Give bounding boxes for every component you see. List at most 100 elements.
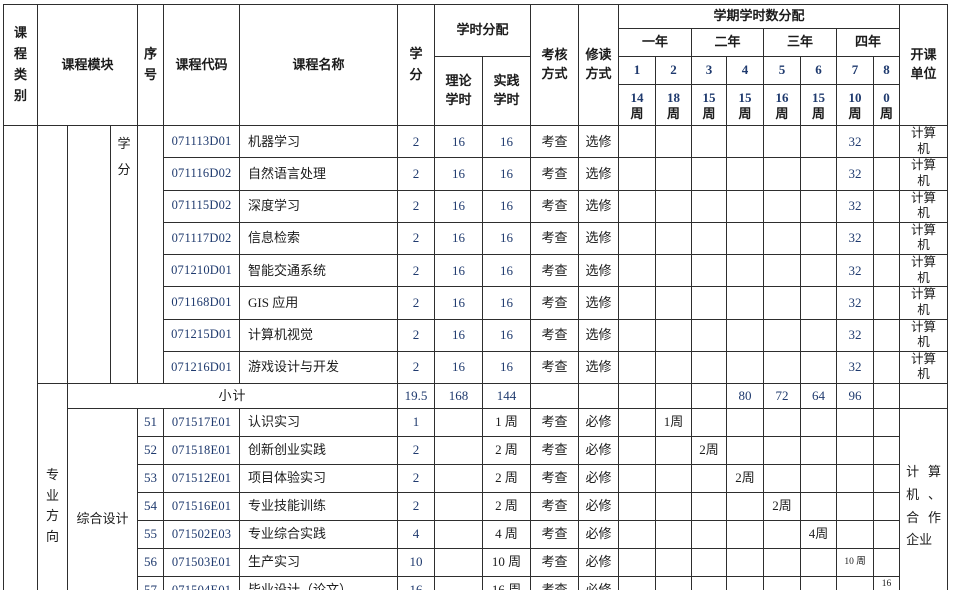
credits-cell: 1 (397, 408, 436, 437)
sem7-cell: 32 (836, 318, 875, 352)
subtotal-upper-label: 小计 (66, 383, 399, 409)
header-year-1: 一年 (618, 28, 693, 57)
header-practice-hours-label: 实践学时 (493, 73, 520, 107)
study-mode-cell: 选修 (578, 286, 620, 320)
sem8-cell (873, 124, 901, 159)
theory-hours-cell: 16 (434, 253, 484, 288)
header-course-name: 课程名称 (239, 4, 399, 126)
header-sem-7: 7 (836, 56, 875, 85)
practice-hours-cell: 2 周 (482, 436, 532, 465)
study-mode-cell: 必修 (578, 464, 620, 493)
credits-cell: 2 (397, 157, 436, 191)
offering-unit-cell: 计算机 (899, 286, 949, 320)
course-code-cell: 071210D01 (163, 253, 241, 288)
category-lower-cell: 专业方向 (37, 382, 68, 590)
course-code-cell: 071216D01 (163, 350, 241, 385)
header-sem-4: 4 (726, 56, 765, 85)
header-credits-label: 学分 (409, 46, 423, 82)
header-hours-group: 学时分配 (434, 4, 532, 57)
assessment-cell: 考查 (530, 286, 580, 320)
credits-cell: 16 (397, 576, 436, 590)
practice-hours-cell: 16 (482, 318, 532, 352)
sem3-cell (691, 124, 728, 159)
practicum-row: 53 071512E01 项目体验实习 2 2 周 考查 必修 2周 (4, 464, 948, 493)
course-code-cell: 071115D02 (163, 189, 241, 223)
subtotal-upper-row: 专业方向 小计 19.5 168 144 80 72 64 96 (4, 382, 949, 590)
offering-unit-cell: 计算机 (899, 124, 949, 159)
credits-cell: 2 (397, 436, 436, 465)
header-weeks-4: 15 周 (726, 84, 765, 126)
header-theory-hours: 理论学时 (434, 56, 484, 126)
header-offering-unit: 开课单位 (899, 4, 949, 126)
sem7-cell: 32 (836, 189, 875, 223)
course-code-cell: 071113D01 (163, 124, 241, 159)
study-mode-cell: 必修 (578, 520, 620, 549)
sem7-cell: 32 (836, 221, 875, 256)
course-row: 学分 071113D01 机器学习 2 16 16 考查 选修 32 计算机 (3, 124, 949, 590)
practice-hours-cell: 16 (482, 253, 532, 288)
course-name-cell: 智能交通系统 (239, 253, 399, 288)
offering-unit-cell: 计算机 (899, 221, 949, 256)
header-weeks-7: 10 周 (836, 84, 875, 126)
seq-cell: 55 (137, 520, 165, 549)
sem7-cell: 10 周 (836, 548, 875, 577)
study-mode-cell: 选修 (578, 318, 620, 352)
subtotal-sem7: 96 (836, 383, 875, 409)
study-mode-cell: 必修 (578, 548, 620, 577)
header-course-module: 课程模块 (36, 4, 139, 126)
study-mode-cell: 必修 (578, 576, 620, 590)
course-name-cell: 计算机视觉 (239, 318, 399, 352)
practice-hours-cell: 4 周 (482, 520, 532, 549)
study-mode-cell: 选修 (578, 157, 620, 191)
credits-cell: 2 (397, 124, 436, 159)
theory-hours-cell: 16 (434, 350, 484, 385)
assessment-cell: 考查 (530, 318, 580, 352)
course-name-cell: 机器学习 (239, 124, 399, 159)
assessment-cell: 考查 (530, 189, 580, 223)
credits-cell: 2 (397, 253, 436, 288)
header-practice-hours: 实践学时 (482, 56, 532, 126)
course-name-cell: 生产实习 (239, 548, 399, 577)
theory-hours-cell: 16 (434, 157, 484, 191)
course-row: 071115D02 深度学习 2 16 16 考查 选修 32 计算机 (4, 189, 949, 223)
course-row: 071210D01 智能交通系统 2 16 16 考查 选修 32 计算机 (4, 253, 949, 288)
sem5-cell: 2周 (763, 492, 802, 521)
assessment-cell: 考查 (530, 520, 580, 549)
header-seq: 序号 (137, 4, 165, 126)
theory-hours-cell: 16 (434, 221, 484, 256)
study-mode-cell: 必修 (578, 436, 620, 465)
module-tail-cell: 学分 (109, 125, 139, 384)
practice-hours-cell: 16 (482, 124, 532, 159)
header-sem-3: 3 (691, 56, 728, 85)
seq-cell: 54 (137, 492, 165, 521)
credits-cell: 2 (397, 464, 436, 493)
practice-hours-cell: 1 周 (482, 408, 532, 437)
offering-unit-cell: 计算机 (899, 189, 949, 223)
course-code-cell: 071502E03 (163, 520, 241, 549)
credits-cell: 2 (397, 286, 436, 320)
header-course-category-label: 课程类别 (13, 25, 27, 103)
assessment-cell: 考查 (530, 408, 580, 437)
header-weeks-1: 14 周 (618, 84, 657, 126)
course-name-cell: 项目体验实习 (239, 464, 399, 493)
header-year-3: 三年 (763, 28, 838, 57)
course-name-cell: 认识实习 (239, 408, 399, 437)
practice-hours-cell: 16 (482, 189, 532, 223)
course-code-cell: 071518E01 (163, 436, 241, 465)
module-lower-cell: 综合设计 (66, 407, 139, 590)
header-row-years: 一年 二年 三年 四年 (4, 28, 948, 57)
practicum-row: 57 071504E01 毕业设计（论文） 16 16 周 考查 必修 16 周 (4, 576, 948, 590)
seq-cell: 53 (137, 464, 165, 493)
header-course-category: 课程类别 (3, 4, 38, 126)
assessment-cell: 考查 (530, 436, 580, 465)
course-code-cell: 071517E01 (163, 408, 241, 437)
offering-unit-lower-cell: 计算机、合作企业 (899, 408, 949, 590)
header-row-1: 课程类别 课程模块 序号 课程代码 课程名称 学分 学时分配 考核方式 修读方式… (3, 4, 949, 126)
header-semester-group: 学期学时数分配 (618, 4, 901, 29)
practicum-row: 综合设计 51 071517E01 认识实习 1 1 周 考查 必修 1周 计算… (4, 407, 949, 590)
sem7-cell: 32 (836, 286, 875, 320)
sem6-cell (800, 124, 838, 159)
course-code-cell: 071512E01 (163, 464, 241, 493)
credits-cell: 4 (397, 520, 436, 549)
